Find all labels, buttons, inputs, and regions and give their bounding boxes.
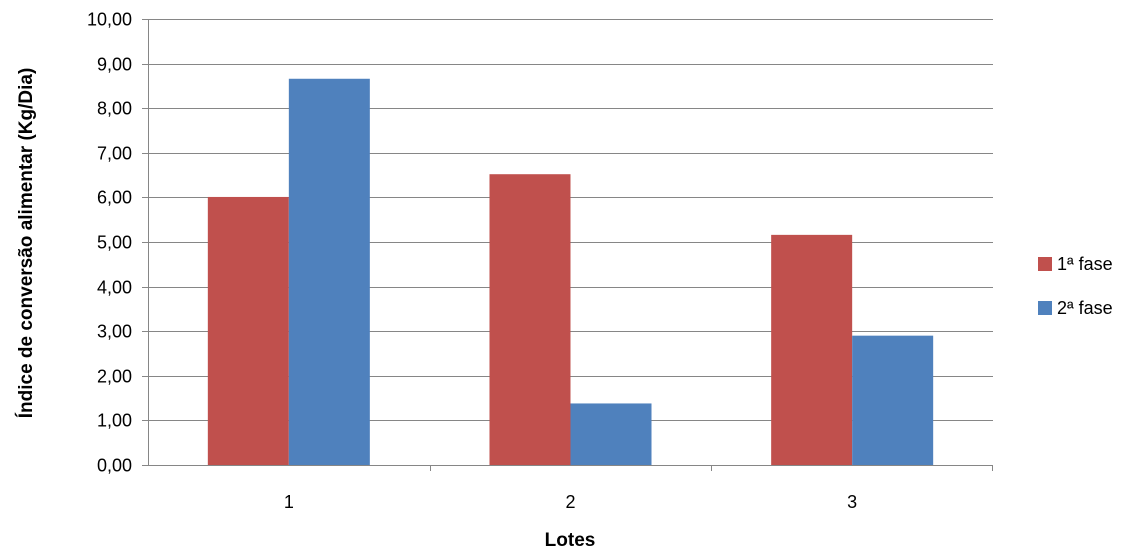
axes <box>142 19 993 471</box>
y-tick-label: 0,00 <box>97 456 132 476</box>
x-tick-label: 1 <box>284 492 294 512</box>
x-tick-label: 3 <box>847 492 857 512</box>
bar <box>570 403 652 465</box>
x-axis-title: Lotes <box>545 530 596 551</box>
y-tick-label: 6,00 <box>97 188 132 208</box>
y-axis-title: Índice de conversão alimentar (Kg/Dia) <box>15 68 37 419</box>
y-tick-label: 1,00 <box>97 411 132 431</box>
y-tick-label: 10,00 <box>87 10 132 30</box>
legend-swatch <box>1038 257 1052 271</box>
legend-item: 2ª fase <box>1038 298 1113 318</box>
legend-swatch <box>1038 301 1052 315</box>
bars <box>207 78 934 466</box>
y-tick-label: 5,00 <box>97 233 132 253</box>
legend: 1ª fase 2ª fase <box>1038 254 1113 318</box>
y-tick-label: 7,00 <box>97 144 132 164</box>
y-tick-label: 3,00 <box>97 322 132 342</box>
legend-label: 2ª fase <box>1057 298 1113 318</box>
legend-label: 1ª fase <box>1057 254 1113 274</box>
y-tick-label: 9,00 <box>97 55 132 75</box>
bar <box>852 335 934 465</box>
y-tick-label: 4,00 <box>97 278 132 298</box>
y-tick-label: 2,00 <box>97 367 132 387</box>
bar <box>771 234 853 465</box>
bar <box>207 196 289 466</box>
y-tick-labels: 0,00 1,00 2,00 3,00 4,00 5,00 6,00 7,00 8,00 9,00… <box>87 10 132 476</box>
bar <box>288 78 370 465</box>
bar <box>489 174 571 465</box>
y-tick-label: 8,00 <box>97 99 132 119</box>
legend-item: 1ª fase <box>1038 254 1113 274</box>
x-tick-label: 2 <box>565 492 575 512</box>
x-tick-labels: 1 2 3 <box>284 492 857 512</box>
